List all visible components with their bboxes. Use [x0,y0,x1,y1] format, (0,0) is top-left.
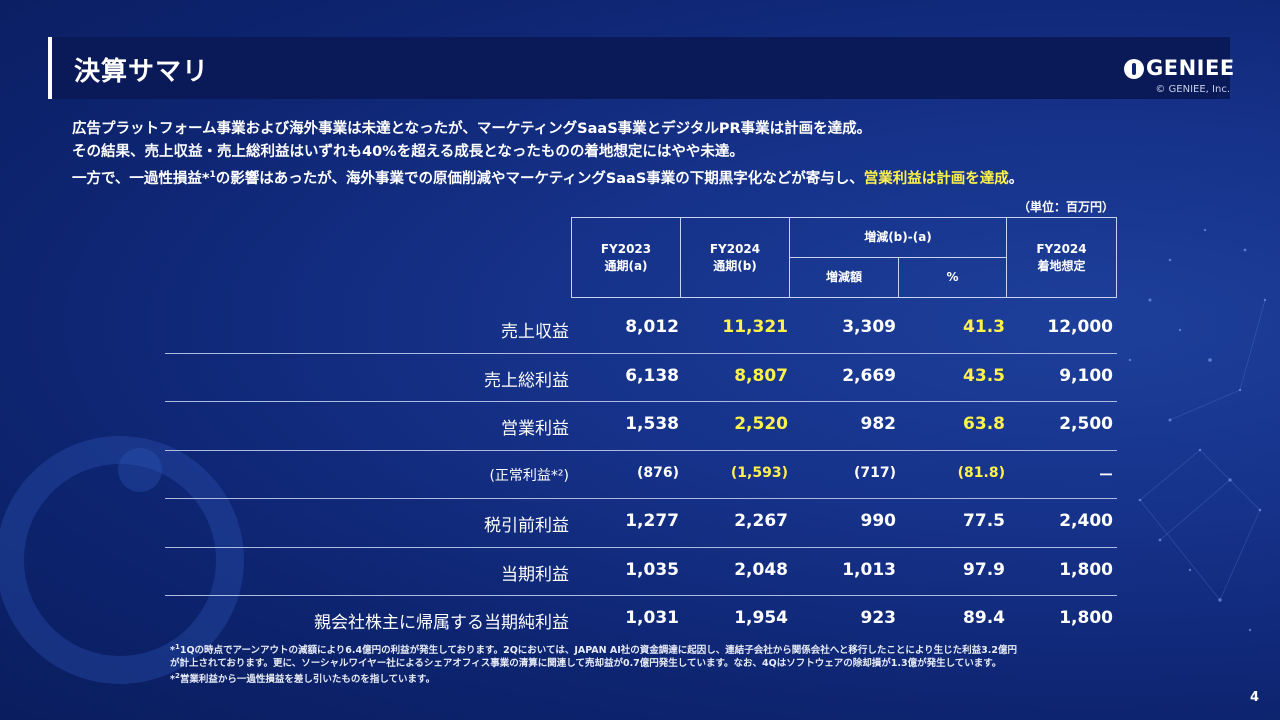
footnotes: *11Qの時点でアーンアウトの減額により6.4億円の利益が発生しております。2Q… [170,641,1017,686]
cell-fy2024: 2,048 [734,559,788,580]
cell-fy2023: 1,031 [625,608,679,628]
table-row: 売上収益 8,012 11,321 3,309 41.3 12,000 [165,305,1117,354]
header-fy2024: FY2024 通期(b) [680,217,790,298]
cell-diff: 2,669 [842,365,896,386]
cell-forecast: 2,400 [1059,511,1113,531]
cell-forecast: ー [1099,467,1113,484]
summary-line-3-b: の影響はあったが、海外事業での原価削減やマーケティングSaaS事業の下期黒字化な… [215,170,864,187]
row-label: 売上収益 [501,322,569,342]
cell-fy2023: (876) [636,464,679,481]
footnote-1-cont: が計上されております。更に、ソーシャルワイヤー社によるシェアオフィス事業の清算に… [170,658,1002,670]
row-label: 売上総利益 [484,370,569,391]
title-bar: 決算サマリ [48,37,1230,99]
cell-pct: (81.8) [957,464,1005,481]
table-row: 当期利益 1,035 2,048 1,013 97.9 1,800 [165,548,1117,596]
cell-forecast: 1,800 [1059,608,1113,628]
row-label: 親会社株主に帰属する当期純利益 [314,613,569,633]
cell-fy2023: 1,035 [625,559,679,580]
summary-text: 広告プラットフォーム事業および海外事業は未達となったが、マーケティングSaaS事… [72,118,1252,191]
row-label: (正常利益*²) [489,467,569,484]
cell-pct: 63.8 [963,414,1005,434]
footnote-1: *11Qの時点でアーンアウトの減額により6.4億円の利益が発生しております。2Q… [170,643,1017,657]
summary-line-2: その結果、売上収益・売上総利益はいずれも40%を超える成長となったものの着地想定… [72,144,744,160]
cell-diff: 923 [860,608,897,628]
cell-diff: (717) [853,464,896,481]
table-row: 営業利益 1,538 2,520 982 63.8 2,500 [165,402,1117,451]
cell-fy2024: 1,954 [734,608,788,628]
geniee-logo: GENIEE © GENIEE, Inc. [1124,56,1234,98]
summary-line-1: 広告プラットフォーム事業および海外事業は未達となったが、マーケティングSaaS事… [72,121,872,137]
geniee-logo-icon [1124,59,1144,79]
cell-diff: 1,013 [842,559,896,580]
logo-text: GENIEE [1146,56,1235,80]
unit-label: （単位：百万円） [1018,200,1115,214]
cell-pct: 43.5 [963,365,1005,386]
page-number: 4 [1250,690,1260,705]
copyright: © GENIEE, Inc. [1155,84,1230,95]
cell-fy2024: 2,520 [734,414,788,434]
header-diff-pct: % [898,257,1007,298]
cell-fy2023: 1,277 [625,511,679,531]
header-diff-amount: 増減額 [789,257,899,298]
table-row: 親会社株主に帰属する当期純利益 1,031 1,954 923 89.4 1,8… [165,596,1117,645]
header-diff-group: 増減(b)-(a) [789,217,1007,258]
table-row: 税引前利益 1,277 2,267 990 77.5 2,400 [165,499,1117,548]
summary-line-3-end: 。 [1008,170,1024,187]
cell-pct: 89.4 [963,608,1005,628]
cell-diff: 990 [860,511,897,531]
cell-pct: 41.3 [963,317,1005,337]
cell-diff: 3,309 [842,317,896,337]
table-row: (正常利益*²) (876) (1,593) (717) (81.8) ー [165,451,1117,499]
footnote-2: *2営業利益から一過性損益を差し引いたものを指しています。 [170,672,436,686]
row-label: 当期利益 [501,564,569,585]
cell-forecast: 2,500 [1059,414,1113,434]
summary-highlight: 営業利益は計画を達成 [863,170,1009,187]
cell-fy2023: 8,012 [625,317,679,337]
cell-fy2024: 11,321 [722,317,788,337]
table-header: FY2023 通期(a) FY2024 通期(b) 増減(b)-(a) FY2024… [571,217,1117,298]
cell-fy2023: 6,138 [625,365,679,386]
cell-forecast: 1,800 [1059,559,1113,580]
summary-line-3-a: 一方で、一過性損益* [72,170,210,187]
cell-fy2024: 8,807 [734,365,788,386]
cell-forecast: 12,000 [1047,317,1113,337]
cell-fy2024: (1,593) [730,464,788,481]
results-table: 売上収益 8,012 11,321 3,309 41.3 12,000 売上総利… [165,305,1117,645]
row-label: 営業利益 [501,419,569,439]
cell-pct: 77.5 [963,511,1005,531]
cell-pct: 97.9 [963,559,1005,580]
footnote-ref-1: 1 [209,170,216,180]
cell-diff: 982 [860,414,897,434]
cell-fy2024: 2,267 [734,511,788,531]
header-fy2023: FY2023 通期(a) [571,217,681,298]
cell-fy2023: 1,538 [625,414,679,434]
cell-forecast: 9,100 [1059,365,1113,386]
summary-line-3: 一方で、一過性損益*1の影響はあったが、海外事業での原価削減やマーケティングSa… [72,164,1252,191]
header-forecast: FY2024 着地想定 [1006,217,1117,298]
page-title: 決算サマリ [74,57,210,87]
table-row: 売上総利益 6,138 8,807 2,669 43.5 9,100 [165,354,1117,402]
row-label: 税引前利益 [484,516,569,536]
